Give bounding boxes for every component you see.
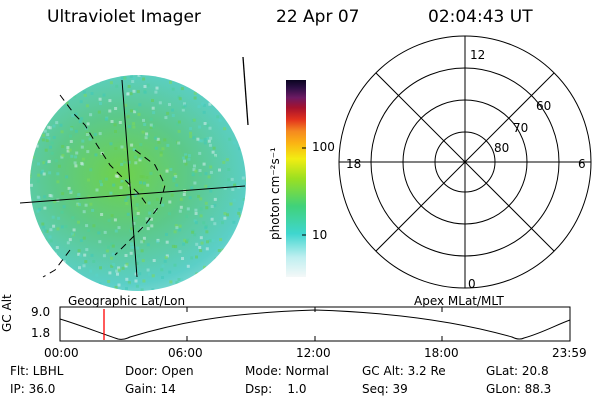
colorbar-unit-label: photon cm⁻²s⁻¹ — [268, 147, 282, 240]
time-tick-2: 12:00 — [296, 346, 331, 360]
colorbar-tick-10: 10 — [312, 228, 328, 242]
time-tick-3: 18:00 — [424, 346, 459, 360]
lat-label-80: 80 — [494, 141, 510, 155]
colorbar-tick-100: 100 — [312, 140, 335, 154]
status-dsp: Dsp: 1.0 — [245, 382, 307, 396]
mlt-label-18: 18 — [346, 157, 362, 171]
color-bar — [286, 80, 306, 277]
altitude-curve — [59, 309, 571, 340]
gc-alt-tick-low: 1.8 — [31, 326, 51, 340]
status-glat: GLat: 20.8 — [486, 364, 549, 378]
lat-label-70: 70 — [513, 121, 529, 135]
mlt-label-12: 12 — [470, 48, 486, 62]
status-filter: Flt: LBHL — [10, 364, 64, 378]
lat-label-60: 60 — [536, 99, 552, 113]
panel-title-apex: Apex MLat/MLT — [414, 294, 504, 308]
status-ip: IP: 36.0 — [10, 382, 56, 396]
polar-plot — [338, 35, 592, 289]
observation-date: 22 Apr 07 — [276, 7, 360, 27]
time-tick-0: 00:00 — [44, 346, 79, 360]
status-mode: Mode: Normal — [245, 364, 329, 378]
altitude-plot — [59, 306, 571, 342]
observation-time: 02:04:43 UT — [428, 7, 533, 27]
status-seq: Seq: 39 — [362, 382, 408, 396]
mlt-label-0: 0 — [468, 277, 476, 291]
instrument-title: Ultraviolet Imager — [47, 7, 201, 27]
mlt-label-6: 6 — [578, 157, 586, 171]
status-door: Door: Open — [125, 364, 194, 378]
auroral-image — [19, 56, 249, 291]
time-tick-4: 23:59 — [552, 346, 587, 360]
status-gain: Gain: 14 — [125, 382, 176, 396]
panel-title-geographic: Geographic Lat/Lon — [68, 294, 186, 308]
time-tick-1: 06:00 — [168, 346, 203, 360]
gc-alt-tick-high: 9.0 — [31, 305, 51, 319]
status-glon: GLon: 88.3 — [486, 382, 552, 396]
gc-alt-axis-label: GC Alt — [0, 294, 14, 332]
status-gc-alt: GC Alt: 3.2 Re — [362, 364, 446, 378]
